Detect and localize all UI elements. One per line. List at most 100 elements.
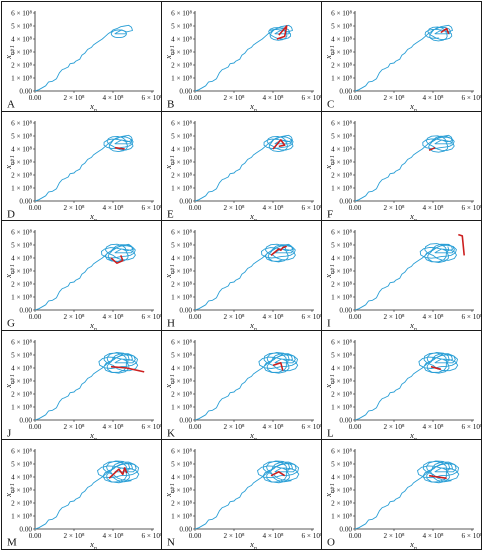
y-tick-label: 3 × 10⁸ <box>171 268 192 276</box>
x-tick-label: 6 × 10⁸ <box>142 532 163 540</box>
y-tick-label: 5 × 10⁸ <box>171 132 192 140</box>
x-tick-label: 6 × 10⁸ <box>462 94 482 102</box>
y-axis-label: xn+1 <box>3 155 16 170</box>
trajectory-series <box>34 243 136 311</box>
x-tick-label: 2 × 10⁸ <box>224 204 245 212</box>
panel-plot: 0.00 1 × 10⁸ 2 × 10⁸ 3 × 10⁸ 4 × 10⁸ 5 × 10⁸ 6… <box>163 9 323 114</box>
panel-label: N <box>167 537 175 549</box>
x-tick-label: 0.00 <box>29 313 42 321</box>
panel-plot: 0.00 1 × 10⁸ 2 × 10⁸ 3 × 10⁸ 4 × 10⁸ 5 × 10⁸ 6… <box>163 338 323 443</box>
x-tick-label: 0.00 <box>29 532 42 540</box>
y-tick-label: 6 × 10⁸ <box>171 229 192 237</box>
return-map-panel: 0.00 1 × 10⁸ 2 × 10⁸ 3 × 10⁸ 4 × 10⁸ 5 × 10⁸ 6… <box>321 220 482 333</box>
highlight-series <box>110 365 145 373</box>
x-tick-label: 2 × 10⁸ <box>64 94 85 102</box>
y-tick-label: 6 × 10⁸ <box>331 9 352 17</box>
y-axis-label: xn+1 <box>163 264 176 279</box>
x-tick-label: 2 × 10⁸ <box>224 423 245 431</box>
y-tick-label: 1 × 10⁸ <box>171 403 192 411</box>
y-tick-label: 5 × 10⁸ <box>331 242 352 250</box>
y-axis-label: xn+1 <box>323 155 336 170</box>
y-tick-label: 6 × 10⁸ <box>331 229 352 237</box>
panel-plot: 0.00 1 × 10⁸ 2 × 10⁸ 3 × 10⁸ 4 × 10⁸ 5 × 10⁸ 6… <box>3 448 163 550</box>
y-tick-label: 3 × 10⁸ <box>331 377 352 385</box>
x-tick-label: 2 × 10⁸ <box>384 204 405 212</box>
highlight-series <box>270 471 286 477</box>
y-axis-label: xn+1 <box>3 374 16 389</box>
y-tick-label: 3 × 10⁸ <box>11 487 32 495</box>
y-tick-label: 3 × 10⁸ <box>331 268 352 276</box>
x-tick-label: 6 × 10⁸ <box>462 313 482 321</box>
panel-plot: 0.00 1 × 10⁸ 2 × 10⁸ 3 × 10⁸ 4 × 10⁸ 5 × 10⁸ 6… <box>3 338 163 443</box>
x-tick-label: 0.00 <box>349 313 362 321</box>
y-tick-label: 3 × 10⁸ <box>331 158 352 166</box>
y-tick-label: 0.00 <box>19 87 32 95</box>
y-tick-label: 6 × 10⁸ <box>11 448 32 456</box>
x-tick-label: 4 × 10⁸ <box>263 532 284 540</box>
panel-label: M <box>7 537 17 549</box>
y-tick-label: 2 × 10⁸ <box>331 171 352 179</box>
y-tick-label: 2 × 10⁸ <box>171 61 192 69</box>
return-map-panel: 0.00 1 × 10⁸ 2 × 10⁸ 3 × 10⁸ 4 × 10⁸ 5 × 10⁸ 6… <box>161 110 323 224</box>
y-tick-label: 1 × 10⁸ <box>11 184 32 192</box>
y-tick-label: 0.00 <box>339 526 352 534</box>
y-axis-label: xn+1 <box>163 45 176 60</box>
y-tick-label: 0.00 <box>179 416 192 424</box>
y-tick-label: 6 × 10⁸ <box>11 119 32 127</box>
x-tick-label: 0.00 <box>189 532 202 540</box>
highlight-series <box>428 146 436 151</box>
y-tick-label: 4 × 10⁸ <box>11 364 32 372</box>
highlight-series <box>430 365 442 370</box>
x-tick-label: 2 × 10⁸ <box>384 423 405 431</box>
y-tick-label: 6 × 10⁸ <box>171 119 192 127</box>
x-tick-label: 6 × 10⁸ <box>142 94 163 102</box>
panel-label: G <box>7 318 15 330</box>
x-tick-label: 2 × 10⁸ <box>384 94 405 102</box>
panel-label: C <box>327 99 334 111</box>
y-tick-label: 6 × 10⁸ <box>171 9 192 17</box>
trajectory-series <box>194 243 296 311</box>
x-tick-label: 4 × 10⁸ <box>263 313 284 321</box>
y-tick-label: 1 × 10⁸ <box>11 403 32 411</box>
return-map-panel: 0.00 1 × 10⁸ 2 × 10⁸ 3 × 10⁸ 4 × 10⁸ 5 × 10⁸ 6… <box>1 1 163 114</box>
y-tick-label: 3 × 10⁸ <box>171 158 192 166</box>
highlight-series <box>270 245 287 257</box>
trajectory-series <box>354 24 453 92</box>
x-tick-label: 4 × 10⁸ <box>423 313 444 321</box>
trajectory-series <box>354 460 460 530</box>
x-axis-label: xn <box>89 539 97 550</box>
x-tick-label: 6 × 10⁸ <box>462 532 482 540</box>
y-tick-label: 4 × 10⁸ <box>171 255 192 263</box>
y-tick-label: 0.00 <box>179 197 192 205</box>
x-tick-label: 2 × 10⁸ <box>64 532 85 540</box>
y-tick-label: 5 × 10⁸ <box>331 351 352 359</box>
y-tick-label: 0.00 <box>179 526 192 534</box>
x-tick-label: 4 × 10⁸ <box>423 94 444 102</box>
y-axis-label: xn+1 <box>3 483 16 498</box>
panel-label: J <box>7 427 12 439</box>
x-tick-label: 2 × 10⁸ <box>64 204 85 212</box>
y-tick-label: 2 × 10⁸ <box>331 61 352 69</box>
panel-label: L <box>327 427 334 439</box>
y-axis-label: xn+1 <box>3 264 16 279</box>
y-tick-label: 6 × 10⁸ <box>331 119 352 127</box>
panel-label: K <box>167 427 175 439</box>
y-axis-label: xn+1 <box>163 374 176 389</box>
y-axis-label: xn+1 <box>323 45 336 60</box>
y-tick-label: 3 × 10⁸ <box>171 48 192 56</box>
panel-plot: 0.00 1 × 10⁸ 2 × 10⁸ 3 × 10⁸ 4 × 10⁸ 5 × 10⁸ 6… <box>163 229 323 334</box>
return-map-panel: 0.00 1 × 10⁸ 2 × 10⁸ 3 × 10⁸ 4 × 10⁸ 5 × 10⁸ 6… <box>321 1 482 114</box>
x-tick-label: 6 × 10⁸ <box>462 423 482 431</box>
y-tick-label: 5 × 10⁸ <box>11 132 32 140</box>
return-map-panel: 0.00 1 × 10⁸ 2 × 10⁸ 3 × 10⁸ 4 × 10⁸ 5 × 10⁸ 6… <box>1 110 163 224</box>
y-tick-label: 1 × 10⁸ <box>11 513 32 521</box>
y-tick-label: 4 × 10⁸ <box>11 145 32 153</box>
y-axis-label: xn+1 <box>323 374 336 389</box>
y-tick-label: 3 × 10⁸ <box>11 268 32 276</box>
x-tick-label: 2 × 10⁸ <box>384 313 405 321</box>
y-tick-label: 3 × 10⁸ <box>171 487 192 495</box>
x-tick-label: 4 × 10⁸ <box>103 423 124 431</box>
y-tick-label: 1 × 10⁸ <box>331 403 352 411</box>
y-tick-label: 3 × 10⁸ <box>171 377 192 385</box>
